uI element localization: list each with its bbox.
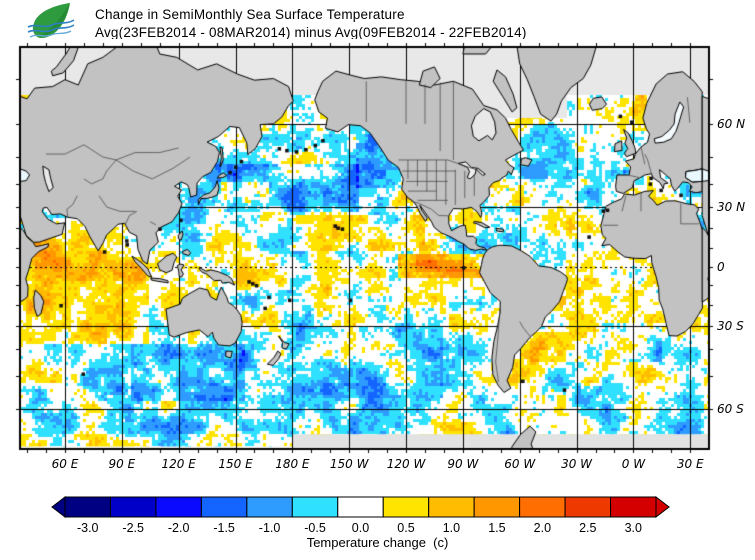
colorbar-tick-label: 3.0 <box>625 521 642 534</box>
colorbar-tick-label: 0.5 <box>397 521 414 534</box>
lon-label: 60 W <box>504 457 536 471</box>
colorbar-caption: Temperature change (c) <box>306 535 449 550</box>
lat-label: 60 N <box>717 116 746 131</box>
colorbar-tick-label: 1.5 <box>488 521 505 534</box>
colorbar-tick-label: 1.0 <box>443 521 460 534</box>
colorbar-tick-label: 2.5 <box>579 521 596 534</box>
map-subtitle: Avg(23FEB2014 - 08MAR2014) minus Avg(09F… <box>95 25 527 40</box>
colorbar-segment <box>109 496 157 518</box>
colorbar-tick-label: 2.0 <box>534 521 551 534</box>
colorbar-tick-label: -0.5 <box>304 521 326 534</box>
colorbar-segment <box>291 496 339 518</box>
lat-label: 60 S <box>717 402 744 417</box>
colorbar-segment <box>473 496 521 518</box>
agency-leaf-logo <box>27 3 75 39</box>
lon-label: 120 W <box>386 457 426 471</box>
lon-label: 30 E <box>676 457 704 471</box>
colorbar-segment <box>64 496 111 518</box>
colorbar-tick-label: -1.0 <box>259 521 281 534</box>
lon-label: 0 W <box>621 457 646 471</box>
lon-label: 150 W <box>329 457 369 471</box>
lat-label: 30 N <box>717 200 746 214</box>
colorbar-tick-label: -1.5 <box>213 521 235 534</box>
map-frame <box>12 39 717 457</box>
lon-label: 30 W <box>561 457 593 471</box>
colorbar-segment <box>337 496 384 518</box>
colorbar-tick-label: 0.0 <box>352 521 369 534</box>
colorbar-segment <box>564 496 612 518</box>
colorbar-segment <box>246 496 293 518</box>
lon-label: 60 E <box>51 457 79 471</box>
colorbar-right-arrow <box>655 495 670 519</box>
colorbar-segment <box>610 496 657 518</box>
leaf-icon <box>27 3 75 39</box>
colorbar-segment <box>200 496 248 518</box>
lat-label: 0 <box>717 259 725 274</box>
lat-label: 30 S <box>717 318 744 333</box>
lon-label: 150 E <box>218 457 253 471</box>
colorbar-segment <box>382 496 430 518</box>
colorbar-segment <box>519 496 566 518</box>
world-sst-anomaly-map <box>12 39 717 457</box>
map-title: Change in SemiMonthly Sea Surface Temper… <box>95 7 405 22</box>
colorbar-tick-label: -3.0 <box>77 521 99 534</box>
lon-label: 120 E <box>161 457 196 471</box>
colorbar: -3.0 -2.5 -2.0 -1.5 -1.0 -0.5 0.0 0.5 1.0 1.5 2.0 2… <box>51 495 670 534</box>
colorbar-segment <box>155 496 202 518</box>
colorbar-tick-label: -2.0 <box>168 521 190 534</box>
colorbar-segment <box>428 496 475 518</box>
lon-label: 90 W <box>447 457 479 471</box>
lon-label: 90 E <box>108 457 136 471</box>
colorbar-tick-label: -2.5 <box>122 521 144 534</box>
lon-label: 180 E <box>275 457 310 471</box>
colorbar-left-arrow <box>51 495 66 519</box>
